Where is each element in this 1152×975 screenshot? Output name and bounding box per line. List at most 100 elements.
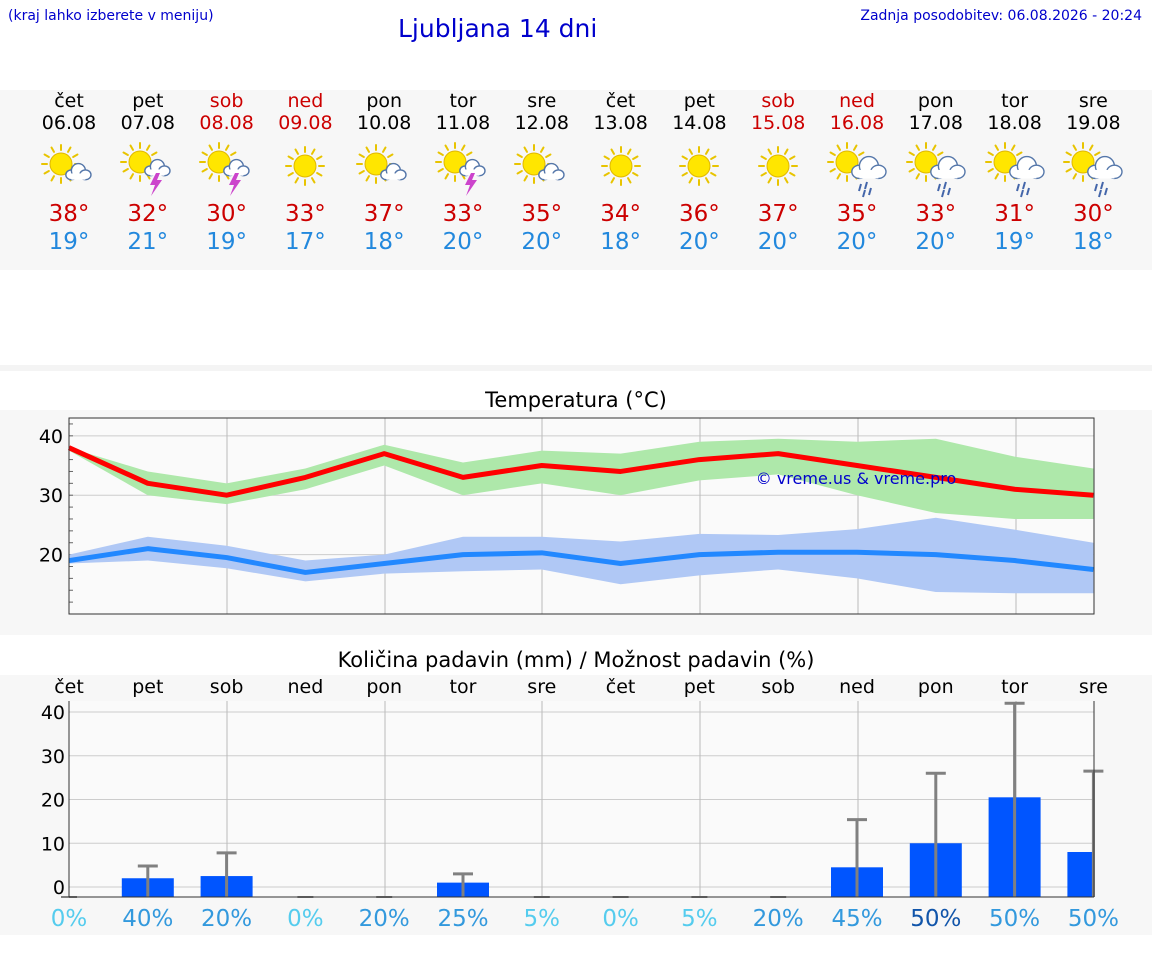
cloud-fill — [544, 173, 559, 180]
forecast-strip — [0, 90, 1152, 270]
sun-ray — [836, 173, 841, 180]
sun-ray — [994, 144, 999, 151]
day-date: 06.08 — [41, 112, 97, 134]
max-temp: 30° — [1073, 201, 1114, 227]
cloud-fill — [71, 173, 86, 180]
sun-cloud-icon — [356, 144, 407, 184]
day-label: pet — [684, 676, 715, 698]
sun-disc — [687, 154, 711, 178]
sun-ray — [316, 172, 323, 177]
sun-cloud-icon — [356, 144, 407, 184]
sun-ray — [201, 151, 208, 156]
raindrop — [936, 183, 941, 192]
sun-icon — [285, 146, 326, 186]
day-date: 14.08 — [672, 112, 727, 134]
sun-ray — [603, 155, 610, 160]
raindrop — [942, 181, 947, 190]
day-date: 13.08 — [593, 112, 648, 134]
sun-ray — [1015, 151, 1023, 156]
precip-probability: 50% — [910, 906, 961, 932]
day-name: pon — [917, 90, 954, 112]
day-label: sre — [527, 676, 556, 698]
max-temp: 35° — [836, 201, 878, 227]
day-column: čet 13.08 34° 18° — [581, 90, 661, 256]
sun-ray — [201, 168, 208, 173]
sun-ray — [444, 173, 449, 180]
day-label: pon — [918, 676, 954, 698]
sun-ray — [208, 173, 213, 180]
raindrop — [864, 181, 868, 190]
sun-ray — [365, 175, 371, 182]
page-title: Ljubljana 14 dni — [398, 14, 598, 43]
sun-ray — [523, 146, 528, 153]
sun-ray — [311, 177, 316, 184]
max-temp: 33° — [285, 201, 326, 227]
sun-ray — [705, 148, 710, 155]
day-label: ned — [839, 676, 875, 698]
sun-ray — [43, 153, 50, 158]
day-column: sre 12.08 35° 20° — [502, 90, 582, 256]
day-label: pon — [366, 676, 402, 698]
day-name: čet — [54, 90, 84, 112]
raindrop — [1104, 187, 1109, 196]
sun-ray — [358, 153, 366, 158]
sun-thunder-icon — [435, 142, 486, 196]
cloud — [380, 162, 407, 181]
sun-ray — [523, 175, 528, 182]
day-label: sob — [761, 676, 795, 698]
cloud — [851, 155, 887, 180]
max-temp: 37° — [757, 201, 799, 227]
max-temp: 36° — [679, 201, 720, 227]
sun-disc — [364, 152, 388, 176]
sun-ray — [767, 148, 773, 155]
max-temp: 38° — [48, 201, 90, 227]
precipitation-chart-title: Količina padavin (mm) / Možnost padavin … — [337, 648, 815, 672]
day-label: čet — [606, 676, 636, 698]
sun-ray — [229, 151, 237, 156]
sun-cloud-icon — [513, 144, 565, 184]
precip-probability: 20% — [753, 906, 804, 932]
sun-ray — [688, 148, 694, 155]
sun-ray — [610, 148, 615, 155]
day-date: 19.08 — [1066, 112, 1121, 134]
cloud — [929, 155, 966, 180]
day-column: sob 15.08 37° 20° — [738, 90, 818, 256]
day-column: čet 06.08 38° 19° — [29, 90, 109, 256]
sun-ray — [539, 146, 545, 153]
day-name: sre — [1078, 90, 1108, 112]
cloud-fill — [1016, 169, 1036, 179]
day-label: ned — [288, 676, 324, 698]
day-name: tor — [449, 90, 477, 112]
raindrop — [1100, 181, 1105, 190]
sun-ray — [129, 173, 134, 180]
cloud-fill — [938, 169, 958, 179]
sun-rain-icon — [1063, 142, 1124, 198]
sun-ray — [437, 168, 444, 173]
day-date: 10.08 — [356, 112, 412, 134]
sun-ray — [681, 155, 689, 160]
sun-ray — [1094, 151, 1101, 156]
sun-ray — [287, 155, 295, 160]
precip-probability: 20% — [359, 906, 410, 932]
sun-ray — [50, 146, 55, 153]
sun-icon — [600, 146, 641, 186]
sun-rain-icon — [827, 142, 887, 198]
day-column: sre 19.08 30° 18° — [1053, 90, 1133, 256]
max-temp: 34° — [600, 201, 641, 227]
precip-probability: 0% — [287, 906, 324, 932]
day-date: 15.08 — [750, 112, 806, 134]
sun-disc — [835, 150, 859, 174]
max-temp: 33° — [915, 201, 957, 227]
cloud — [222, 158, 250, 177]
precip-probability: 5% — [681, 906, 718, 932]
sun-icon — [758, 146, 799, 186]
max-temp-line — [67, 445, 1094, 498]
day-name: ned — [287, 90, 324, 112]
day-label: čet — [54, 676, 84, 698]
sun-rain-icon — [905, 142, 966, 198]
min-temp: 18° — [1073, 229, 1114, 255]
max-temp: 37° — [363, 201, 405, 227]
precip-probability: 50% — [989, 906, 1040, 932]
precip-probability: 25% — [437, 906, 488, 932]
cloud-fill — [1095, 169, 1115, 179]
